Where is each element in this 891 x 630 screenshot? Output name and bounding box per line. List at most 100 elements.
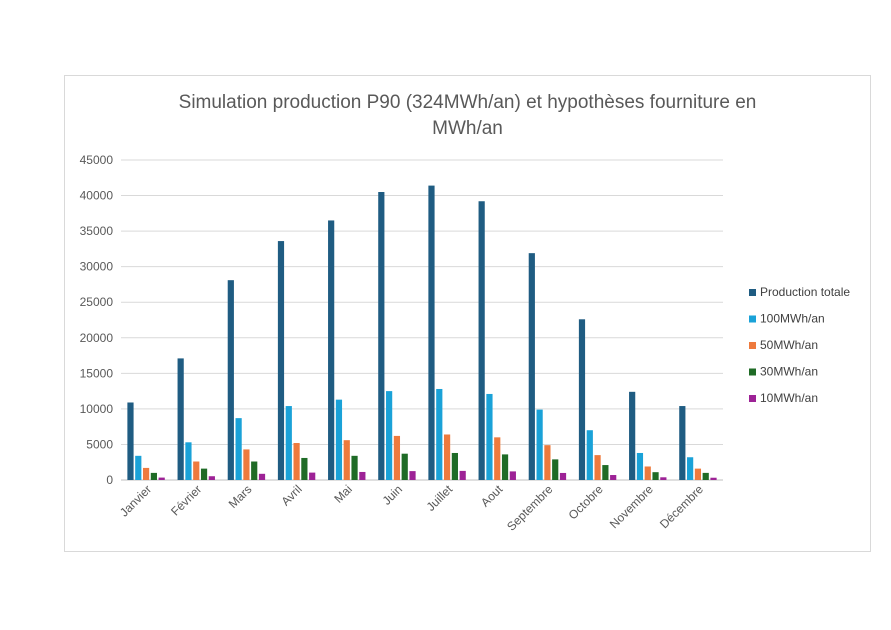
bar-10mwh-an xyxy=(258,473,266,480)
bar-100mwh-an xyxy=(185,442,192,480)
bar-100mwh-an xyxy=(135,455,142,480)
bar-30mwh-an xyxy=(451,452,458,480)
bar-production-totale xyxy=(177,358,184,480)
bars xyxy=(127,185,717,480)
x-tick-label: Novembre xyxy=(607,482,656,531)
bar-10mwh-an xyxy=(309,472,316,480)
y-axis: 0 5000 10000 15000 20000 25000 30000 35000 40000… xyxy=(80,153,114,487)
chart-frame: Simulation production P90 (324MWh/an) et… xyxy=(64,75,871,552)
y-tick-label: 10000 xyxy=(80,402,114,416)
bar-30mwh-an xyxy=(150,472,157,480)
y-tick-label: 40000 xyxy=(80,189,114,203)
y-tick-label: 45000 xyxy=(80,153,114,167)
bar-production-totale xyxy=(428,185,435,480)
bar-10mwh-an xyxy=(509,471,516,480)
bar-chart-svg: 0 5000 10000 15000 20000 25000 30000 35000 40000… xyxy=(80,153,851,534)
bar-50mwh-an xyxy=(343,440,350,480)
x-tick-label: Octobre xyxy=(566,482,606,522)
bar-10mwh-an xyxy=(208,476,215,480)
bar-30mwh-an xyxy=(602,465,609,480)
x-tick-label: Septembre xyxy=(504,482,556,534)
bar-production-totale xyxy=(679,406,686,480)
x-tick-label: Mars xyxy=(226,482,255,511)
bar-50mwh-an xyxy=(443,434,451,480)
legend-label: 50MWh/an xyxy=(760,338,818,352)
bar-10mwh-an xyxy=(710,477,717,480)
bar-50mwh-an xyxy=(142,467,150,480)
bar-10mwh-an xyxy=(660,477,667,480)
y-tick-label: 35000 xyxy=(80,224,114,238)
bar-50mwh-an xyxy=(293,443,300,480)
bar-100mwh-an xyxy=(436,388,443,480)
bar-50mwh-an xyxy=(694,468,702,480)
bar-30mwh-an xyxy=(552,459,559,480)
y-tick-label: 25000 xyxy=(80,295,114,309)
bar-production-totale xyxy=(629,391,636,480)
y-tick-label: 5000 xyxy=(86,437,113,451)
bar-100mwh-an xyxy=(235,418,242,480)
bar-50mwh-an xyxy=(644,466,651,480)
x-tick-label: Juin xyxy=(380,482,405,507)
bar-10mwh-an xyxy=(459,470,466,480)
x-tick-label: Mai xyxy=(331,482,355,506)
bar-30mwh-an xyxy=(301,457,308,480)
bar-30mwh-an xyxy=(401,453,408,480)
x-tick-label: Juillet xyxy=(424,482,456,514)
bar-30mwh-an xyxy=(652,472,659,480)
x-tick-label: Avril xyxy=(278,482,304,508)
bar-100mwh-an xyxy=(285,406,292,480)
bar-production-totale xyxy=(528,253,535,480)
legend: Production totale 100MWh/an 50MWh/an 30MWh/… xyxy=(749,285,850,405)
bar-30mwh-an xyxy=(351,455,358,480)
bar-production-totale xyxy=(127,402,134,480)
legend-label: Production totale xyxy=(760,285,850,299)
legend-label: 100MWh/an xyxy=(760,312,825,326)
y-tick-label: 15000 xyxy=(80,366,114,380)
bar-10mwh-an xyxy=(559,472,567,480)
y-tick-label: 20000 xyxy=(80,331,114,345)
x-tick-label: Aout xyxy=(478,482,506,510)
y-tick-label: 0 xyxy=(106,473,113,487)
bar-10mwh-an xyxy=(409,471,416,480)
bar-production-totale xyxy=(478,201,485,480)
legend-label: 10MWh/an xyxy=(760,391,818,405)
legend-label: 30MWh/an xyxy=(760,365,818,379)
bar-50mwh-an xyxy=(544,445,551,480)
bar-10mwh-an xyxy=(610,475,617,480)
bar-50mwh-an xyxy=(193,461,200,480)
x-tick-label: Décembre xyxy=(657,482,706,531)
gridlines xyxy=(121,159,723,481)
legend-swatch xyxy=(749,395,756,402)
bar-50mwh-an xyxy=(494,437,501,480)
bar-30mwh-an xyxy=(501,454,509,480)
bar-production-totale xyxy=(578,319,586,480)
bar-production-totale xyxy=(277,241,285,480)
bar-50mwh-an xyxy=(594,455,601,480)
chart-title-line-2: MWh/an xyxy=(432,118,503,139)
bar-100mwh-an xyxy=(636,452,644,480)
x-axis: Janvier Février Mars Avril Mai Juin Juillet Aou… xyxy=(117,482,706,534)
bar-10mwh-an xyxy=(158,477,165,480)
chart-title: Simulation production P90 (324MWh/an) et… xyxy=(65,90,870,142)
bar-100mwh-an xyxy=(536,409,543,480)
bar-50mwh-an xyxy=(393,435,401,480)
bar-30mwh-an xyxy=(702,472,709,480)
bar-30mwh-an xyxy=(251,461,258,480)
bar-100mwh-an xyxy=(486,393,493,480)
chart-title-line-1: Simulation production P90 (324MWh/an) et… xyxy=(178,92,757,113)
y-tick-label: 30000 xyxy=(80,260,114,274)
x-tick-label: Janvier xyxy=(117,482,154,519)
bar-50mwh-an xyxy=(243,449,250,480)
bar-100mwh-an xyxy=(335,399,343,480)
legend-swatch xyxy=(749,315,756,323)
bar-100mwh-an xyxy=(386,391,393,480)
bar-production-totale xyxy=(378,192,385,480)
bar-production-totale xyxy=(328,220,335,480)
legend-swatch xyxy=(749,368,756,376)
legend-swatch xyxy=(749,342,756,349)
bar-100mwh-an xyxy=(586,430,593,480)
bar-production-totale xyxy=(227,280,234,480)
bar-30mwh-an xyxy=(200,468,208,480)
bar-100mwh-an xyxy=(687,457,694,480)
x-tick-label: Février xyxy=(168,482,204,518)
